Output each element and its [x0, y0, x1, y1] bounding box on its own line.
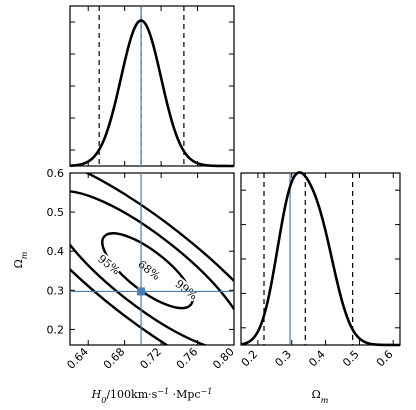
contour-99pct [70, 173, 234, 345]
h0-marginal-frame [69, 5, 235, 167]
contour-level-label-1: 95% [95, 252, 122, 277]
joint-ytick-label-1: 0.3 [47, 284, 65, 297]
omega-m-xtick-label-3: 0.5 [340, 348, 362, 370]
omega-m-xtick-label-2: 0.4 [306, 348, 328, 370]
contour-label-bg-0 [136, 257, 163, 283]
joint-xtick-label-3: 0.76 [174, 345, 201, 372]
h0-posterior-curve [69, 19, 234, 168]
contour-label-bg-1 [96, 252, 123, 277]
joint-ytick-label-2: 0.4 [47, 245, 65, 258]
h0-axis-label: H0/100km·s−1 ·Mpc−1 [91, 387, 213, 405]
omega-m-marginal-panel: 0.2 0.3 0.4 0.5 0.6 Ωm [239, 171, 401, 405]
contour-68pct [101, 232, 194, 310]
contour-95pct [70, 189, 234, 345]
omega-m-marginal-frame [240, 172, 401, 346]
omega-m-x-axis-label: Ωm [312, 388, 329, 405]
joint-contour-panel: 68% 95% 99% 0.64 0.68 0.72 0.76 0.80 0.2 0.3 0.4 0… [12, 167, 237, 405]
fiducial-marker [137, 287, 146, 296]
joint-xtick-label-4: 0.80 [210, 345, 237, 372]
contour-level-label-0: 68% [135, 258, 162, 283]
contour-label-bg-2 [173, 277, 200, 302]
joint-ytick-label-4: 0.6 [47, 167, 65, 180]
omega-m-axis-label: Ωm [12, 251, 29, 268]
omega-m-xtick-label-1: 0.3 [272, 348, 294, 370]
joint-ytick-label-0: 0.2 [47, 323, 65, 336]
joint-xtick-label-2: 0.72 [137, 345, 164, 372]
h0-marginal-panel [69, 5, 235, 168]
joint-frame [69, 172, 235, 346]
contour-level-label-2: 99% [173, 277, 200, 302]
joint-ytick-label-3: 0.5 [47, 206, 65, 219]
omega-m-xtick-label-0: 0.2 [239, 348, 261, 370]
joint-xtick-label-0: 0.64 [64, 345, 91, 372]
omega-m-xtick-label-4: 0.6 [374, 348, 396, 370]
joint-xtick-label-1: 0.68 [101, 345, 128, 372]
omega-m-posterior-curve [240, 171, 400, 347]
